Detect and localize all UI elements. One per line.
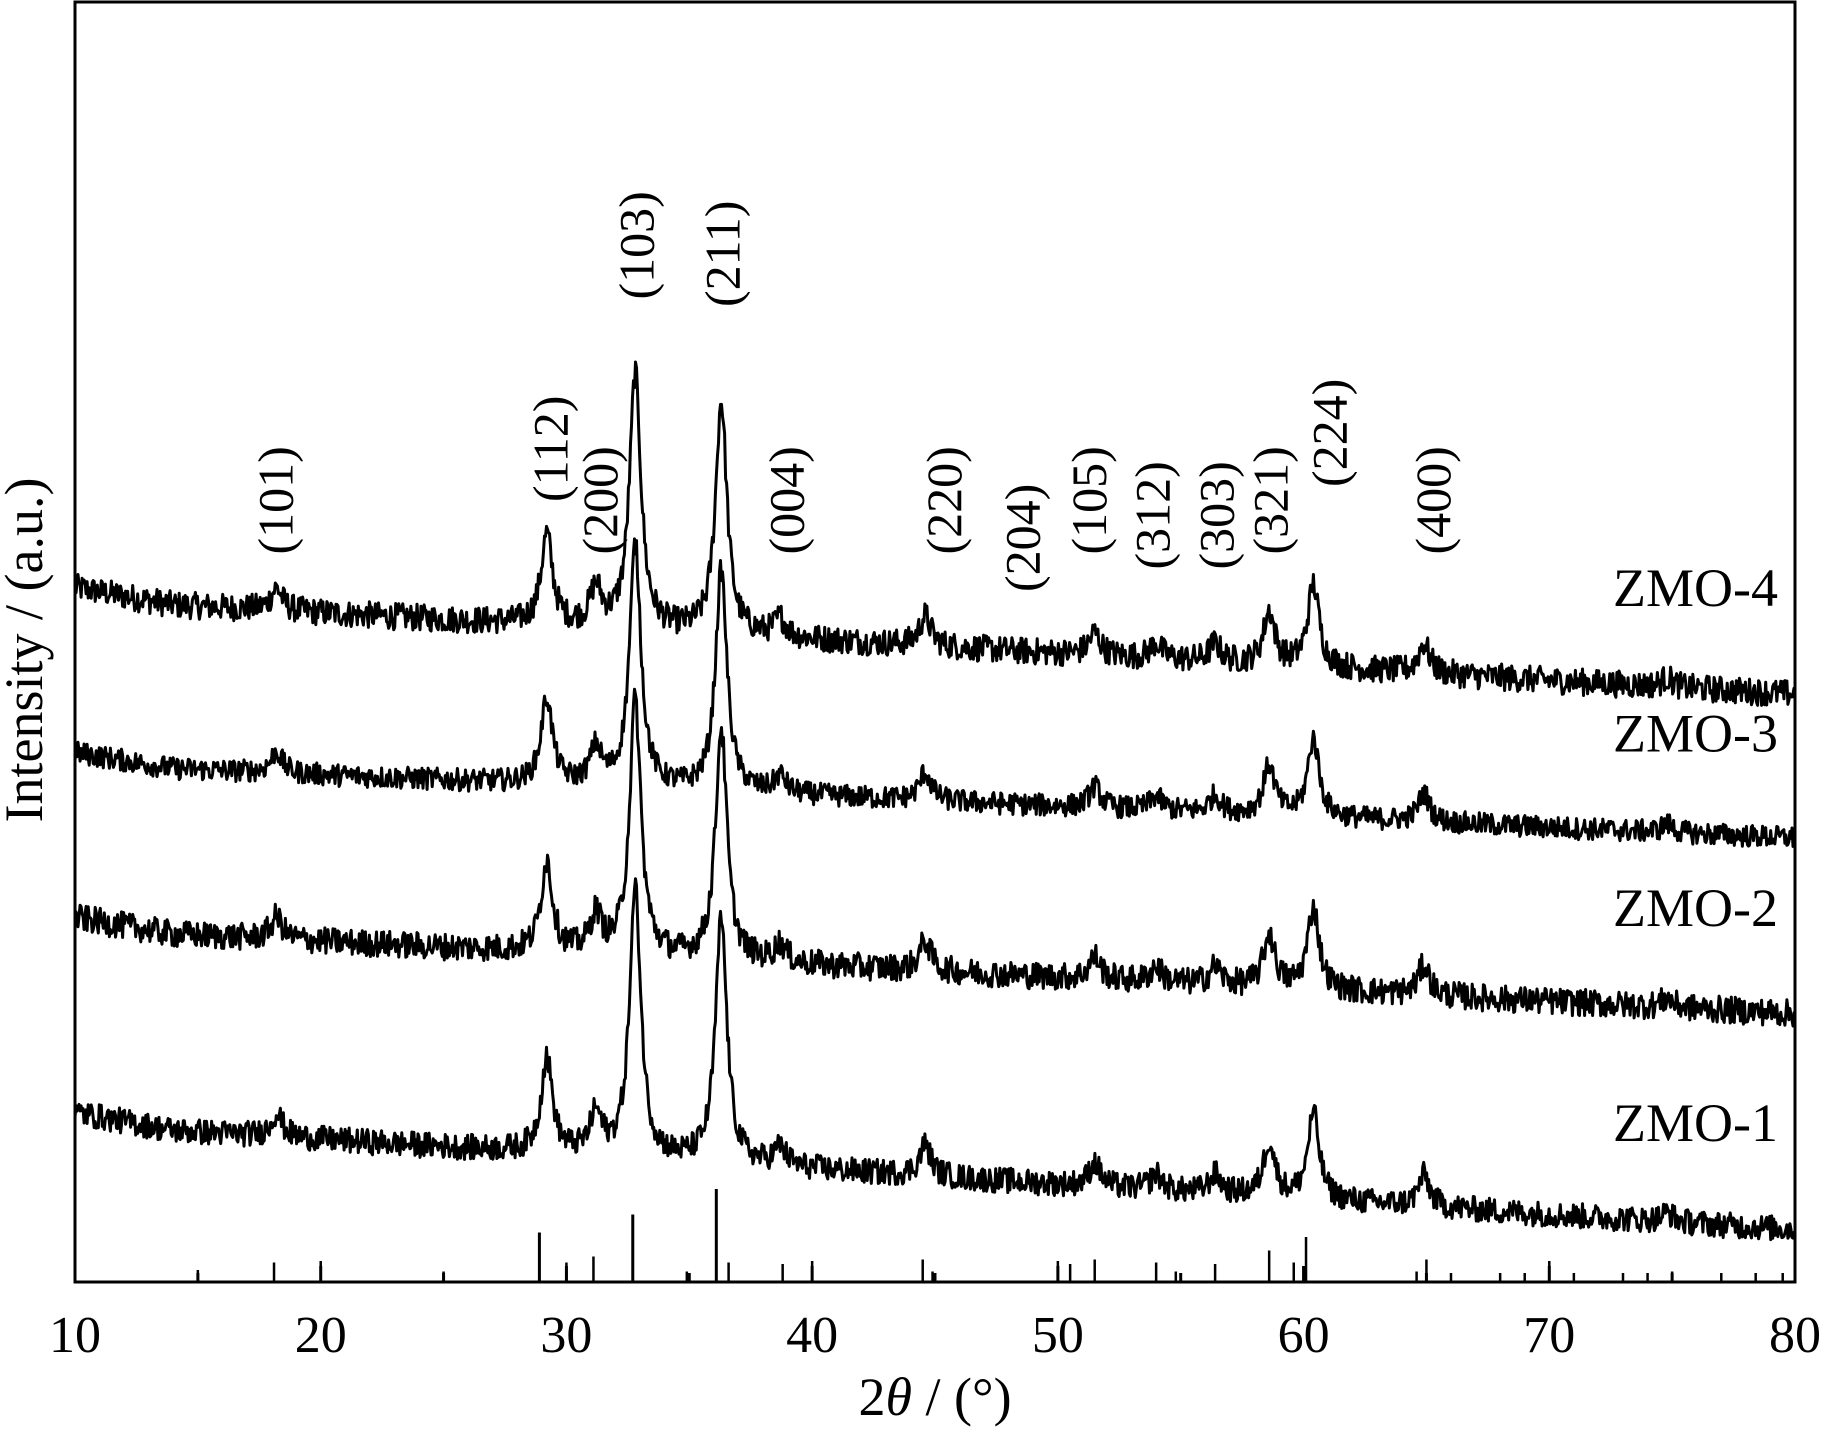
hkl-label: (321) [1243, 446, 1299, 554]
series-labels: ZMO-4 ZMO-3 ZMO-2 ZMO-1 [1613, 558, 1778, 1153]
hkl-label: (103) [609, 191, 665, 299]
series-label: ZMO-4 [1613, 558, 1778, 618]
hkl-label: (112) [523, 396, 579, 502]
series-line [73, 360, 1797, 707]
x-tick-label: 50 [1032, 1307, 1084, 1364]
hkl-label: (303) [1189, 461, 1245, 569]
hkl-label: (400) [1405, 446, 1461, 554]
hkl-label: (224) [1302, 379, 1358, 487]
hkl-label: (004) [759, 446, 815, 554]
reference-sticks [196, 1189, 1784, 1282]
y-axis-title: Intensity / (a.u.) [0, 478, 54, 823]
series-label: ZMO-2 [1613, 878, 1778, 938]
hkl-labels: (101) (112)(200) (103) (211) (004) (220) (204)… [248, 191, 1461, 592]
x-tick-label: 10 [49, 1307, 101, 1364]
series-label: ZMO-3 [1613, 703, 1778, 763]
hkl-label: (211) [695, 201, 751, 307]
x-tick-label: 70 [1523, 1307, 1575, 1364]
x-axis-title-prefix: 2 [858, 1367, 885, 1427]
hkl-label: (312) [1125, 461, 1181, 569]
series-line [73, 537, 1797, 848]
hkl-label: (220) [916, 446, 972, 554]
x-tick-label: 30 [540, 1307, 592, 1364]
series-line [73, 877, 1797, 1242]
hkl-label: (204) [995, 484, 1051, 592]
x-tick-label: 60 [1278, 1307, 1330, 1364]
x-axis-title: 2θ / (°) [858, 1367, 1011, 1427]
hkl-label: (200) [572, 446, 628, 554]
x-axis-title-suffix: / (°) [912, 1367, 1012, 1427]
x-tick-label: 40 [786, 1307, 838, 1364]
x-axis-title-symbol: θ [885, 1367, 912, 1427]
x-axis-ticks: 10 20 30 40 50 60 70 80 [49, 1266, 1821, 1364]
series-group [73, 360, 1797, 1242]
hkl-label: (101) [248, 446, 304, 554]
x-tick-label: 20 [295, 1307, 347, 1364]
hkl-label: (105) [1061, 446, 1117, 554]
series-line [74, 687, 1797, 1028]
series-label: ZMO-1 [1613, 1093, 1778, 1153]
x-tick-label: 80 [1769, 1307, 1821, 1364]
